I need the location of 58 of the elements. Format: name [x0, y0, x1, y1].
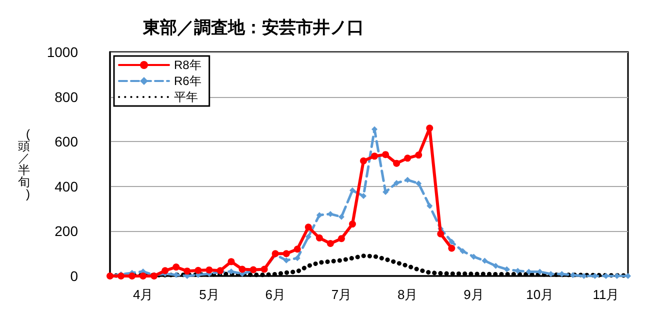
- y-tick-label: 200: [54, 223, 78, 240]
- point: [128, 272, 136, 280]
- point: [206, 266, 213, 274]
- point: [184, 268, 191, 275]
- y-tick-label: 1000: [46, 44, 78, 60]
- x-tick-label: 4月: [132, 287, 154, 302]
- point: [238, 266, 246, 273]
- point: [338, 235, 345, 242]
- point: [426, 202, 433, 209]
- point: [316, 234, 323, 242]
- point: [360, 193, 366, 200]
- x-tick-label: 5月: [199, 287, 220, 302]
- point: [194, 266, 202, 274]
- point: [348, 220, 356, 228]
- y-tick-label: 400: [54, 178, 78, 194]
- point: [338, 214, 344, 220]
- point: [371, 152, 378, 160]
- point: [404, 176, 411, 183]
- x-tick-label: 8月: [397, 287, 418, 302]
- y-tick-label: 600: [54, 134, 78, 150]
- point: [172, 264, 180, 271]
- point: [460, 248, 466, 254]
- y-tick-label: 0: [70, 268, 78, 284]
- y-tick-label: 800: [54, 88, 78, 105]
- x-tick-label: 10月: [526, 287, 554, 302]
- point: [404, 154, 412, 162]
- point: [349, 187, 356, 194]
- point: [304, 224, 312, 231]
- point: [470, 254, 477, 260]
- point: [482, 258, 488, 264]
- point: [492, 262, 499, 269]
- point: [162, 267, 169, 274]
- point: [448, 238, 455, 245]
- legend-label: R8年: [174, 58, 202, 72]
- point: [437, 230, 444, 238]
- point: [326, 240, 334, 248]
- point: [140, 272, 147, 280]
- chart-title: 東部／調査地：安芸市井ノ口: [142, 18, 364, 37]
- point: [294, 246, 301, 253]
- y-axis-title: (頭／半旬): [18, 127, 30, 201]
- point: [426, 124, 434, 132]
- point: [228, 258, 235, 266]
- x-tick-label: 7月: [331, 287, 352, 302]
- x-tick-label: 9月: [464, 287, 484, 302]
- point: [283, 257, 290, 264]
- point: [504, 266, 510, 272]
- point: [282, 250, 290, 258]
- x-tick-label: 11月: [592, 287, 620, 302]
- legend-label: 平年: [174, 90, 198, 104]
- x-tick-label: 6月: [265, 287, 286, 302]
- point: [393, 160, 400, 167]
- legend-label: R6年: [174, 74, 202, 88]
- point: [360, 157, 367, 164]
- point: [448, 244, 456, 252]
- point: [415, 152, 422, 159]
- point: [305, 234, 312, 240]
- point: [416, 180, 422, 186]
- point: [382, 151, 390, 158]
